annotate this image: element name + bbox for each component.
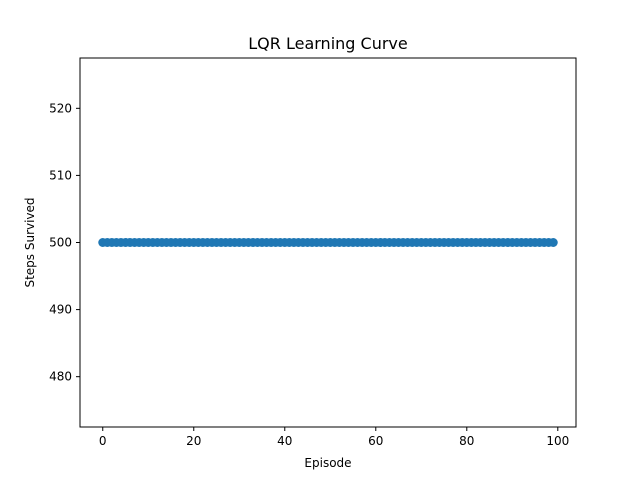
y-tick-label: 490 [49, 303, 72, 317]
x-tick-label: 40 [277, 434, 292, 448]
x-axis-label: Episode [304, 456, 351, 470]
x-tick-label: 60 [368, 434, 383, 448]
data-point [548, 238, 558, 247]
y-tick-label: 500 [49, 236, 72, 250]
x-tick-label: 80 [459, 434, 474, 448]
y-axis: 480 490 500 510 520 [49, 101, 80, 384]
y-tick-label: 510 [49, 168, 72, 182]
x-tick-label: 0 [99, 434, 107, 448]
y-axis-label: Steps Survived [23, 197, 37, 287]
y-tick-label: 520 [49, 101, 72, 115]
x-tick-label: 100 [546, 434, 569, 448]
chart-title: LQR Learning Curve [248, 34, 407, 53]
y-tick-label: 480 [49, 370, 72, 384]
data-points [98, 238, 558, 247]
x-axis: 0 20 40 60 80 100 [99, 427, 569, 448]
x-tick-label: 20 [186, 434, 201, 448]
